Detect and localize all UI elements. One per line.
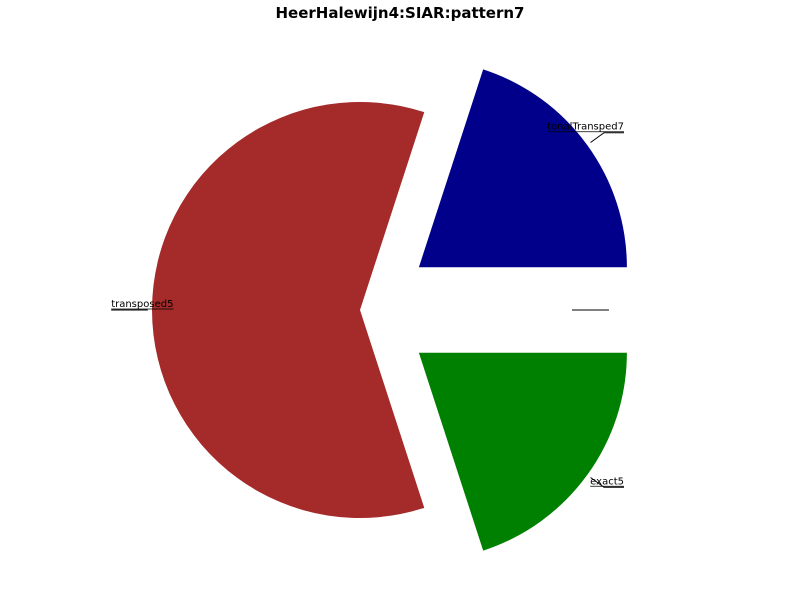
leader-line-exact5	[590, 477, 624, 488]
chart-title: HeerHalewijn4:SIAR:pattern7	[275, 4, 525, 22]
leader-line-tonalTransped7	[590, 132, 624, 143]
slice-label: exact5	[590, 476, 624, 487]
slice-labels: tonalTransped7 transposed5 exact5	[111, 122, 624, 487]
leader-lines	[111, 132, 624, 488]
pie-slices	[152, 69, 627, 551]
pie-slice-tonalTransped7	[418, 69, 627, 268]
pie-slice-transposed5	[152, 102, 425, 519]
pie-slice-exact5	[418, 352, 627, 551]
slice-label: tonalTransped7	[547, 122, 624, 133]
slice-label: transposed5	[111, 299, 173, 310]
